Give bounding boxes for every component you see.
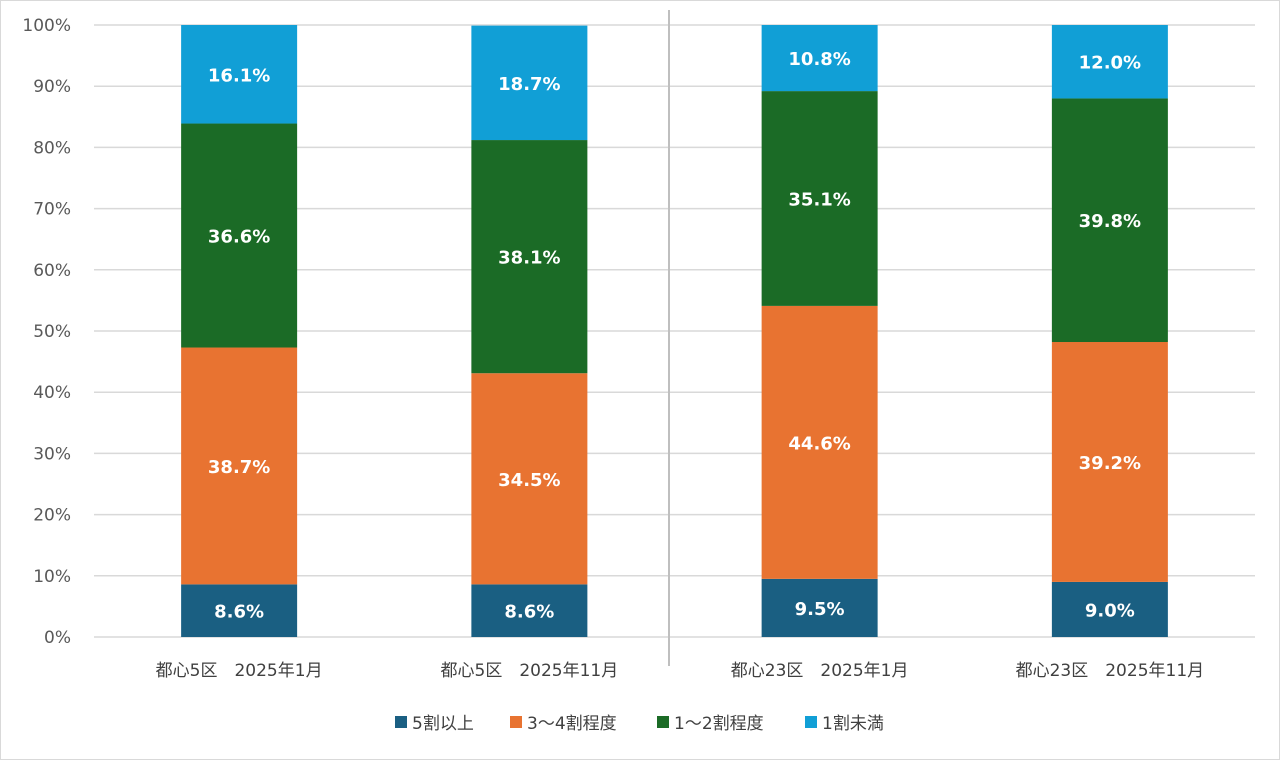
data-label: 10.8% <box>788 49 850 70</box>
x-tick-label: 都心23区 2025年11月 <box>1016 661 1205 681</box>
bar-segment <box>471 584 588 637</box>
bars <box>181 25 1168 637</box>
data-label: 35.1% <box>788 190 850 211</box>
data-label: 9.0% <box>1085 600 1135 621</box>
bar-segment <box>1051 342 1168 582</box>
bar-segment <box>471 25 588 141</box>
data-label: 12.0% <box>1079 53 1141 74</box>
x-tick-label: 都心5区 2025年11月 <box>441 661 619 681</box>
data-label: 34.5% <box>498 470 560 491</box>
y-tick-label: 70% <box>33 200 71 220</box>
data-label: 16.1% <box>208 65 270 86</box>
bar-segment <box>181 584 298 637</box>
x-tick-label: 都心23区 2025年1月 <box>731 661 909 681</box>
bar-segment <box>761 305 878 579</box>
legend-swatch <box>510 716 522 728</box>
bar-segment <box>181 347 298 585</box>
bar-segment <box>181 123 298 348</box>
legend-swatch <box>657 716 669 728</box>
y-axis-ticks: 0% 10% 20% 30% 40% 50% 60% 70% 80% 90% 100% <box>22 16 71 648</box>
legend-item: 3～4割程度 <box>510 714 617 734</box>
data-label: 18.7% <box>498 74 560 95</box>
legend-label: 5割以上 <box>412 714 474 734</box>
legend-swatch <box>395 716 407 728</box>
legend-swatch <box>805 716 817 728</box>
legend-item: 1割未満 <box>805 714 884 734</box>
x-axis-ticks: 都心5区 2025年1月 都心5区 2025年11月 都心23区 2025年1月 都心… <box>156 661 1204 681</box>
y-tick-label: 40% <box>33 383 71 403</box>
y-tick-label: 0% <box>44 628 71 648</box>
legend-label: 1割未満 <box>822 714 884 734</box>
y-tick-label: 80% <box>33 138 71 158</box>
y-tick-label: 20% <box>33 506 71 526</box>
bar-segment <box>181 25 298 124</box>
legend: 5割以上 3～4割程度 1～2割程度 1割未満 <box>395 714 884 734</box>
legend-label: 1～2割程度 <box>674 714 764 734</box>
bar-segment <box>471 140 588 374</box>
y-tick-label: 10% <box>33 567 71 587</box>
bar-segment <box>1051 581 1168 637</box>
data-label: 8.6% <box>214 602 264 623</box>
data-label: 9.5% <box>795 599 845 620</box>
y-tick-label: 90% <box>33 77 71 97</box>
y-tick-label: 30% <box>33 444 71 464</box>
bar-segment <box>1051 98 1168 343</box>
data-label: 8.6% <box>504 602 554 623</box>
bar-segment <box>761 25 878 92</box>
x-tick-label: 都心5区 2025年1月 <box>156 661 323 681</box>
data-labels: 8.6% 38.7% 36.6% 16.1% 8.6% 34.5% 38.1% 18.7% 9.… <box>208 49 1141 623</box>
bar-segment <box>761 91 878 306</box>
legend-item: 1～2割程度 <box>657 714 764 734</box>
legend-label: 3～4割程度 <box>527 714 617 734</box>
data-label: 38.1% <box>498 248 560 269</box>
y-tick-label: 60% <box>33 261 71 281</box>
data-label: 36.6% <box>208 227 270 248</box>
bar-segment <box>1051 25 1168 99</box>
data-label: 38.7% <box>208 457 270 478</box>
y-tick-label: 50% <box>33 322 71 342</box>
data-label: 39.8% <box>1079 211 1141 232</box>
bar-segment <box>471 373 588 585</box>
y-tick-label: 100% <box>22 16 71 36</box>
bar-segment <box>761 578 878 637</box>
data-label: 39.2% <box>1079 453 1141 474</box>
legend-item: 5割以上 <box>395 714 474 734</box>
data-label: 44.6% <box>788 433 850 454</box>
